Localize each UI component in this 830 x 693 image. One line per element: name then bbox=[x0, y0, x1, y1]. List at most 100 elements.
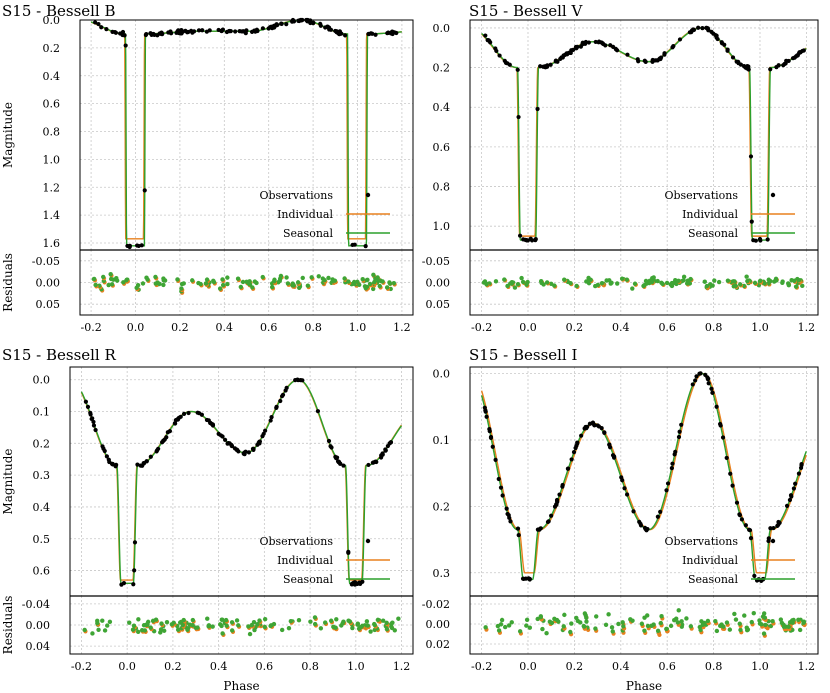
observation-point bbox=[738, 62, 743, 67]
residual-point-seasonal bbox=[681, 274, 687, 280]
residual-point-seasonal bbox=[506, 623, 512, 628]
observation-point bbox=[718, 421, 723, 427]
residual-point-seasonal bbox=[484, 282, 489, 287]
residual-point-seasonal bbox=[141, 623, 147, 628]
observation-point bbox=[233, 29, 238, 34]
observation-point bbox=[706, 381, 711, 386]
residual-point-seasonal bbox=[225, 275, 230, 280]
y-tick-label: 0.2 bbox=[433, 500, 451, 513]
observation-point bbox=[336, 459, 342, 465]
observation-point bbox=[498, 485, 504, 490]
residual-point-seasonal bbox=[93, 282, 98, 288]
residual-point-seasonal bbox=[175, 277, 180, 282]
observation-point bbox=[100, 444, 105, 449]
legend-label-observations: Observations bbox=[664, 189, 738, 202]
x-tick-label: 0.4 bbox=[612, 321, 630, 334]
residual-point-seasonal bbox=[593, 626, 598, 631]
observation-point bbox=[268, 418, 273, 423]
residual-point-seasonal bbox=[621, 624, 626, 629]
legend: Observations Individual Seasonal bbox=[664, 535, 795, 586]
y-tick-label: 0.5 bbox=[33, 533, 51, 546]
observation-point bbox=[793, 481, 798, 486]
observation-point bbox=[274, 405, 279, 411]
observation-point bbox=[220, 434, 225, 439]
x-tick-label: 0.6 bbox=[256, 660, 274, 673]
observation-point bbox=[227, 441, 232, 446]
residual-point-seasonal bbox=[368, 629, 373, 634]
residual-point-seasonal bbox=[387, 281, 393, 286]
observation-point bbox=[222, 437, 228, 442]
residual-point-seasonal bbox=[162, 278, 168, 283]
observation-point bbox=[555, 499, 560, 505]
residual-point-seasonal bbox=[733, 617, 739, 622]
observation-point bbox=[220, 27, 225, 32]
residual-point-seasonal bbox=[763, 622, 768, 628]
residual-tick-label: -0.05 bbox=[32, 255, 60, 268]
legend-label-observations: Observations bbox=[259, 535, 333, 548]
seasonal-model-curve bbox=[80, 379, 403, 584]
residual-point-seasonal bbox=[269, 284, 275, 290]
observation-point bbox=[787, 497, 793, 503]
residual-point-seasonal bbox=[190, 623, 195, 628]
residual-point-seasonal bbox=[205, 616, 210, 621]
residual-tick-label: 0.04 bbox=[26, 640, 51, 653]
residual-point-seasonal bbox=[318, 626, 324, 631]
y-tick-label: 0.0 bbox=[33, 374, 51, 387]
residual-point-seasonal bbox=[594, 614, 599, 619]
residual-point-seasonal bbox=[708, 282, 713, 287]
residual-point-seasonal bbox=[363, 285, 368, 291]
y-tick-label: 0.8 bbox=[43, 126, 61, 139]
observation-point bbox=[487, 429, 492, 434]
residual-point-seasonal bbox=[360, 277, 365, 282]
observation-point bbox=[216, 27, 221, 33]
observation-point bbox=[622, 486, 627, 491]
residual-point-seasonal bbox=[127, 620, 132, 625]
observation-point bbox=[557, 492, 562, 497]
observation-point bbox=[246, 450, 251, 455]
observation-point bbox=[533, 238, 538, 243]
observation-point bbox=[135, 462, 140, 467]
residual-point-seasonal bbox=[679, 624, 684, 629]
observation-point bbox=[690, 382, 695, 387]
individual-model-curve bbox=[90, 20, 402, 240]
observation-point bbox=[725, 47, 730, 52]
observation-point bbox=[555, 59, 560, 64]
y-tick-label: 1.0 bbox=[43, 153, 61, 166]
residual-point-seasonal bbox=[606, 612, 611, 617]
observation-point bbox=[315, 409, 321, 414]
legend-label-individual: Individual bbox=[682, 554, 738, 567]
observation-point bbox=[299, 17, 304, 23]
y-axis-label: Magnitude bbox=[1, 102, 15, 168]
residual-point-seasonal bbox=[780, 280, 785, 286]
residual-point-seasonal bbox=[664, 280, 670, 286]
observation-point bbox=[752, 573, 757, 578]
observation-point bbox=[516, 114, 521, 120]
observation-point bbox=[311, 20, 316, 25]
y-tick-label: 1.2 bbox=[43, 181, 61, 194]
observation-point bbox=[123, 43, 128, 48]
residual-point-seasonal bbox=[509, 281, 515, 286]
residual-point-seasonal bbox=[262, 624, 267, 630]
residual-point-seasonal bbox=[610, 629, 615, 634]
residual-point-seasonal bbox=[712, 278, 717, 283]
x-tick-label: 0.4 bbox=[210, 660, 228, 673]
residual-point-seasonal bbox=[519, 275, 524, 281]
observation-point bbox=[608, 43, 613, 48]
observation-point bbox=[795, 53, 800, 58]
y-tick-label: 0.6 bbox=[433, 141, 451, 154]
observation-point bbox=[592, 423, 597, 428]
residual-point-seasonal bbox=[316, 274, 321, 279]
residual-point-seasonal bbox=[668, 282, 673, 287]
observation-point bbox=[730, 55, 736, 60]
y-tick-label: 0.6 bbox=[43, 98, 61, 111]
observation-point bbox=[506, 513, 511, 518]
observation-point bbox=[765, 237, 770, 242]
x-tick-label: 1.2 bbox=[798, 321, 816, 334]
residual-point-seasonal bbox=[544, 631, 549, 636]
residual-point-seasonal bbox=[142, 628, 148, 633]
observation-point bbox=[698, 371, 703, 376]
observation-point bbox=[548, 62, 553, 67]
residual-point-seasonal bbox=[384, 285, 390, 290]
observation-point bbox=[142, 188, 147, 193]
residual-point-seasonal bbox=[185, 627, 190, 632]
